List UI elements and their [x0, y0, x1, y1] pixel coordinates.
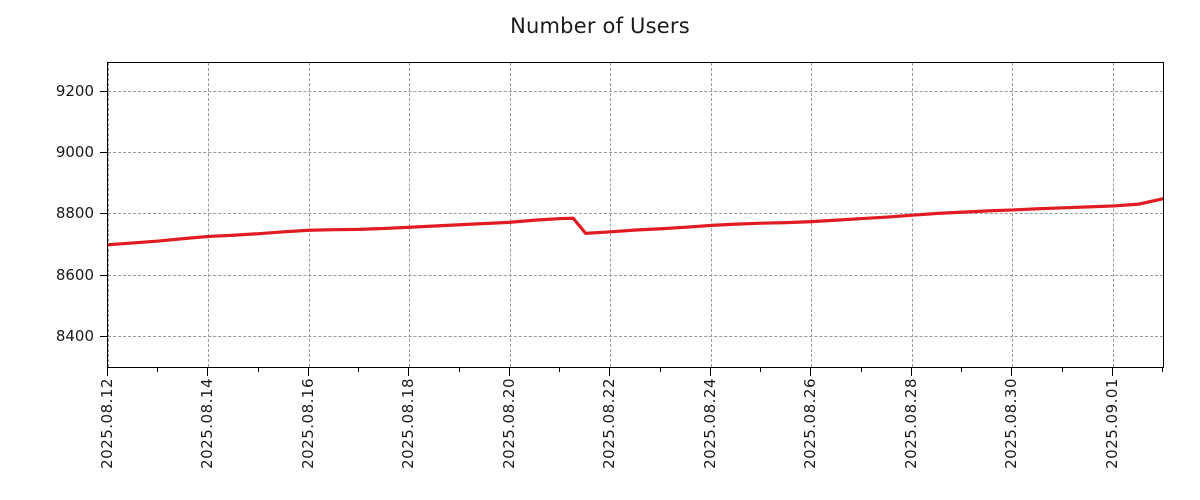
x-axis-tick-label: 2025.08.26 [801, 378, 820, 469]
x-axis-minor-tick [760, 368, 762, 372]
x-axis-minor-tick [559, 368, 561, 372]
x-axis-minor-tick [860, 368, 862, 372]
x-axis-tick-label: 2025.08.12 [98, 378, 116, 469]
x-axis-tick-mark [508, 368, 510, 376]
x-axis-tick-label: 2025.08.16 [298, 378, 317, 469]
x-axis-tick-mark [609, 368, 611, 376]
y-axis-tick-mark [100, 90, 107, 92]
x-axis-tick-mark [1111, 368, 1113, 376]
plot-area [107, 62, 1164, 368]
x-axis-minor-tick [1162, 368, 1163, 372]
x-axis-tick-label: 2025.08.24 [700, 378, 719, 469]
x-axis-minor-tick [358, 368, 360, 372]
gridline-y [108, 336, 1163, 338]
x-axis-tick-mark [910, 368, 912, 376]
x-axis-minor-tick [961, 368, 963, 372]
x-axis-tick-label: 2025.08.22 [600, 378, 619, 469]
y-axis-tick-label: 8400 [55, 327, 94, 346]
y-axis-tick-label: 9000 [55, 143, 94, 162]
x-axis-minor-tick [458, 368, 460, 372]
gridline-x [610, 63, 612, 367]
x-axis-tick-label: 2025.08.28 [901, 378, 920, 469]
y-axis-tick-mark [100, 213, 107, 215]
gridline-y [108, 90, 1163, 92]
x-axis-minor-tick [157, 368, 159, 372]
x-axis-tick-labels: 2025.08.12 2025.08.14 2025.08.16 2025.08.18… [98, 378, 1164, 498]
gridline-x [108, 63, 109, 367]
x-axis-tick-mark [709, 368, 711, 376]
gridline-x [1112, 63, 1114, 367]
y-axis-tick-label: 9200 [55, 81, 94, 100]
series-line-number-of-users [108, 197, 1163, 247]
x-axis-tick-mark [408, 368, 410, 376]
gridline-x [308, 63, 310, 367]
plot-inner [108, 63, 1163, 367]
page-title: Number of Users [510, 14, 690, 38]
y-axis-tick-label: 8800 [55, 204, 94, 223]
x-axis-minor-tick [257, 368, 259, 372]
x-axis-tick-marks [107, 368, 1164, 378]
y-axis-tick-mark [100, 152, 107, 154]
y-axis-tick-label: 8600 [55, 265, 94, 284]
gridline-x [409, 63, 411, 367]
y-axis-tick-mark [100, 274, 107, 276]
y-axis-tick-labels: 8400 8600 8800 9000 9200 [0, 62, 94, 368]
x-axis-tick-mark [810, 368, 812, 376]
x-axis-minor-tick [659, 368, 661, 372]
gridline-x [1012, 63, 1014, 367]
x-axis-tick-label: 2025.09.01 [1102, 378, 1121, 469]
gridline-x [509, 63, 511, 367]
x-axis-tick-mark [307, 368, 309, 376]
x-axis-tick-label: 2025.08.20 [499, 378, 518, 469]
x-axis-tick-label: 2025.08.18 [399, 378, 418, 469]
x-axis-tick-label: 2025.08.14 [198, 378, 217, 469]
gridline-x [710, 63, 712, 367]
gridline-y [108, 213, 1163, 215]
x-axis-tick-mark [1011, 368, 1013, 376]
y-axis-tick-marks [100, 62, 108, 368]
x-axis-tick-mark [107, 368, 108, 376]
gridline-x [811, 63, 813, 367]
gridline-y [108, 152, 1163, 154]
x-axis-tick-mark [207, 368, 209, 376]
y-axis-tick-mark [100, 336, 107, 338]
x-axis-tick-label: 2025.08.30 [1002, 378, 1021, 469]
gridline-x [208, 63, 210, 367]
x-axis-minor-tick [1061, 368, 1063, 372]
gridline-y [108, 274, 1163, 276]
